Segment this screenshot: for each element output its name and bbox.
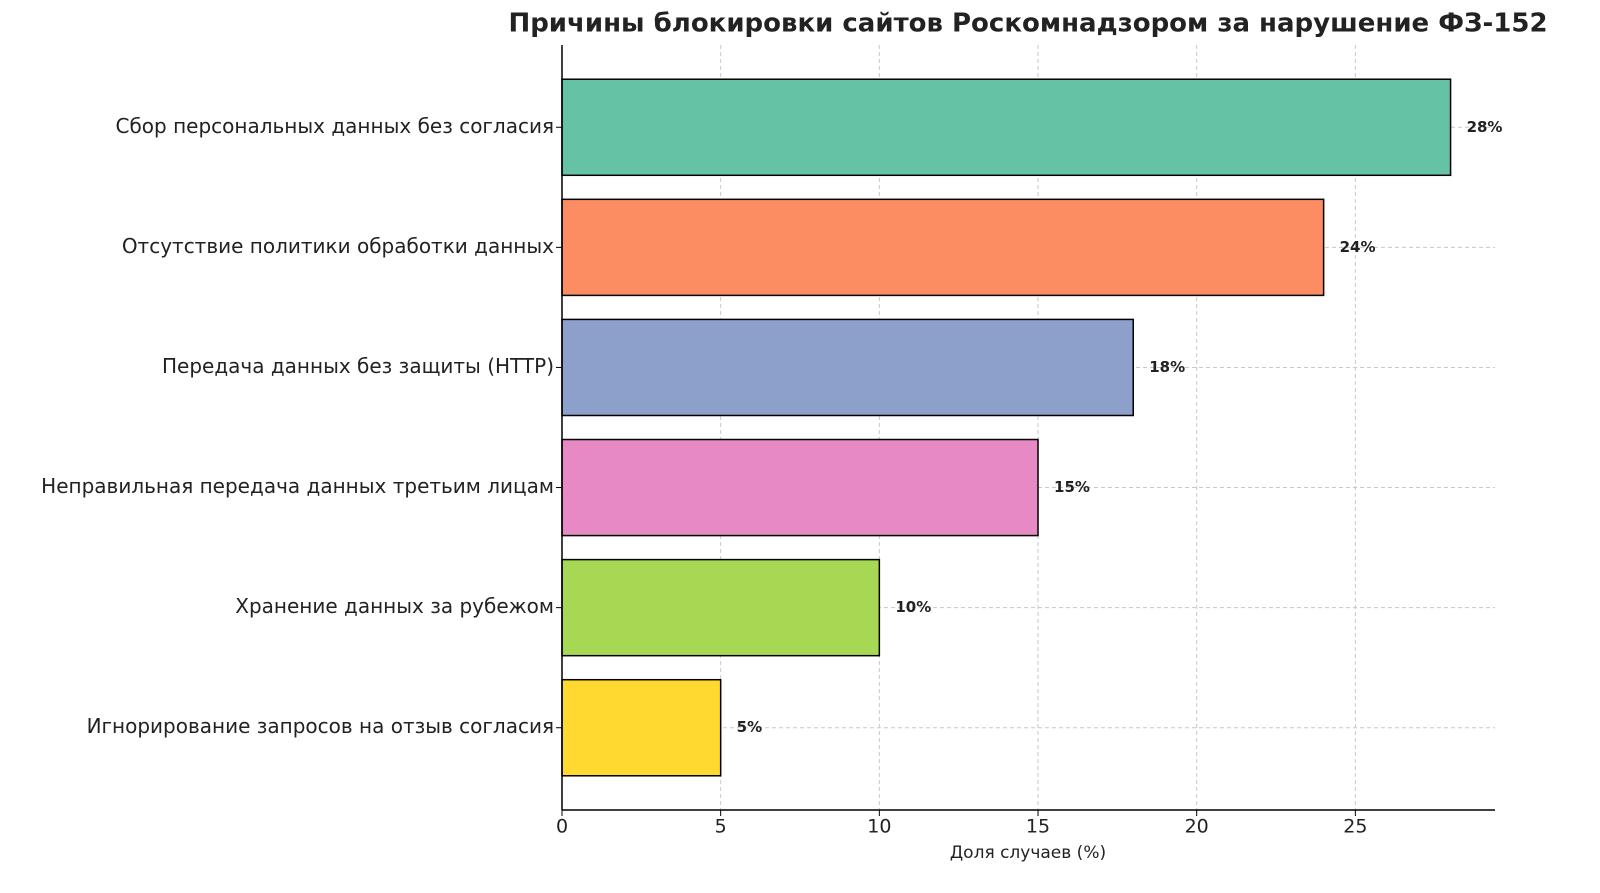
bar [561, 198, 1325, 297]
bar [561, 558, 881, 657]
value-label: 15% [1054, 478, 1090, 496]
y-tick-label: Сбор персональных данных без согласия [115, 114, 554, 138]
x-tick-label: 0 [556, 816, 568, 838]
value-label: 18% [1149, 358, 1185, 376]
value-label: 28% [1467, 118, 1503, 136]
bar [561, 678, 722, 777]
bar [561, 318, 1134, 417]
value-label: 24% [1340, 238, 1376, 256]
bar [561, 438, 1039, 537]
x-tick-label: 10 [867, 816, 891, 838]
bar [561, 78, 1452, 177]
x-tick-label: 5 [715, 816, 727, 838]
chart-title: Причины блокировки сайтов Роскомнадзором… [508, 9, 1547, 39]
x-axis-label: Доля случаев (%) [950, 843, 1106, 863]
x-tick-label: 15 [1026, 816, 1050, 838]
x-tick-label: 20 [1185, 816, 1209, 838]
y-tick-label: Неправильная передача данных третьим лиц… [41, 474, 554, 498]
value-label: 5% [737, 718, 762, 736]
x-tick-label: 25 [1343, 816, 1367, 838]
y-tick-label: Передача данных без защиты (HTTP) [162, 354, 554, 378]
y-tick-label: Хранение данных за рубежом [235, 594, 554, 618]
y-tick-label: Игнорирование запросов на отзыв согласия [87, 714, 554, 738]
y-tick-label: Отсутствие политики обработки данных [122, 234, 554, 258]
value-label: 10% [895, 598, 931, 616]
